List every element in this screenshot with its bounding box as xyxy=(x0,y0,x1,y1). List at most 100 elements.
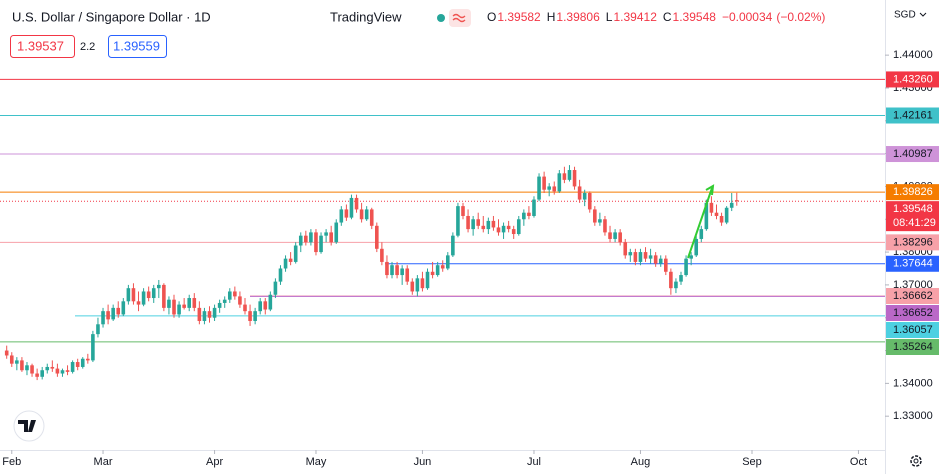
candle-body xyxy=(405,268,410,282)
candle-body xyxy=(40,370,44,377)
candle-body xyxy=(278,268,283,282)
candle-body xyxy=(506,225,511,230)
price-label-bg xyxy=(886,184,939,201)
candle-body xyxy=(288,258,293,262)
candle-body xyxy=(167,299,171,308)
candle-body xyxy=(669,271,673,289)
candle-body xyxy=(724,207,729,223)
replay-badge[interactable] xyxy=(449,9,471,27)
candle-body xyxy=(293,245,298,262)
currency[interactable]: SGD xyxy=(894,10,916,21)
candle-body xyxy=(319,235,323,253)
candle-body xyxy=(141,291,146,305)
price-label-bg xyxy=(886,71,939,88)
change: −0.00034 xyxy=(722,10,773,24)
candle-body xyxy=(80,358,85,367)
candle-body xyxy=(547,186,551,190)
candle-body xyxy=(400,268,404,276)
candle-body xyxy=(466,215,470,230)
candle-body xyxy=(729,202,734,208)
candle-body xyxy=(430,271,435,276)
candle-body xyxy=(298,235,303,246)
candle-body xyxy=(415,278,420,292)
price-label: 1.39826 xyxy=(893,186,933,198)
candle-body xyxy=(638,252,643,262)
change-pct: (−0.02%) xyxy=(776,10,825,24)
candle-body xyxy=(202,311,207,322)
candle-body xyxy=(212,307,217,318)
candle-body xyxy=(562,173,567,180)
candle-body xyxy=(704,202,709,230)
candle-body xyxy=(440,265,445,269)
price-label-bg xyxy=(886,321,939,338)
candle-body xyxy=(258,301,262,312)
ohlc-key: O xyxy=(487,10,496,24)
candle-body xyxy=(648,255,653,259)
candle-body xyxy=(643,252,648,259)
candle-body xyxy=(618,232,622,243)
x-tick-label: Jun xyxy=(414,456,432,468)
plot-area xyxy=(0,78,885,381)
candle-body xyxy=(182,304,186,308)
price-label-bg xyxy=(886,146,939,163)
ohlc-value: 1.39582 xyxy=(497,10,541,24)
candle-body xyxy=(233,291,237,297)
candle-body xyxy=(608,232,612,239)
x-tick-label: Jul xyxy=(527,456,541,468)
candle-body xyxy=(329,232,333,243)
candle-body xyxy=(25,365,29,371)
candle-body xyxy=(664,258,668,272)
candle-body xyxy=(9,355,14,364)
candle-body xyxy=(471,219,475,230)
candle-body xyxy=(653,255,658,264)
candle-body xyxy=(456,206,460,236)
sell-box[interactable] xyxy=(10,35,75,58)
candle-body xyxy=(50,366,55,369)
candle-body xyxy=(30,365,34,374)
sell-price[interactable]: 1.39537 xyxy=(17,38,64,53)
candle-body xyxy=(60,370,65,374)
candle-body xyxy=(309,232,313,243)
buy-box[interactable] xyxy=(108,35,167,58)
price-label: 1.36662 xyxy=(893,290,933,302)
settings-icon[interactable] xyxy=(910,455,922,467)
candle-body xyxy=(45,366,50,371)
candle-body xyxy=(410,281,415,292)
candle-body xyxy=(593,209,597,223)
price-label: 1.37644 xyxy=(893,258,933,270)
candle-body xyxy=(527,212,531,216)
y-tick-label: 1.34000 xyxy=(893,377,933,389)
candle-body xyxy=(65,370,70,372)
candle-body xyxy=(486,220,491,230)
candle-body xyxy=(369,209,374,226)
candle-body xyxy=(476,219,481,226)
brand: TradingView xyxy=(330,9,402,24)
ohlc-key: H xyxy=(547,10,556,24)
candle-body xyxy=(461,206,465,216)
countdown: 08:41:29 xyxy=(893,217,936,229)
candle-body xyxy=(537,176,541,200)
ohlc-key: L xyxy=(606,10,613,24)
price-label: 1.40987 xyxy=(893,148,933,160)
x-tick-label: Mar xyxy=(94,456,113,468)
candle-body xyxy=(587,192,592,210)
candle-body xyxy=(354,197,359,210)
currency-box[interactable] xyxy=(889,6,929,24)
buy-price[interactable]: 1.39559 xyxy=(113,38,160,53)
candle-body xyxy=(217,302,222,308)
candle-body xyxy=(511,229,516,235)
price-label: 1.36057 xyxy=(893,324,933,336)
symbol-title: U.S. Dollar / Singapore Dollar · 1D xyxy=(12,9,211,24)
candle-body xyxy=(339,209,344,223)
candle-body xyxy=(445,255,450,269)
candle-body xyxy=(111,307,115,320)
candle-body xyxy=(582,192,587,200)
x-tick-label: May xyxy=(306,456,327,468)
candle-body xyxy=(314,232,318,253)
candle-body xyxy=(567,170,572,180)
candle-body xyxy=(162,284,166,308)
candle-body xyxy=(238,296,242,305)
candle-body xyxy=(699,229,704,239)
